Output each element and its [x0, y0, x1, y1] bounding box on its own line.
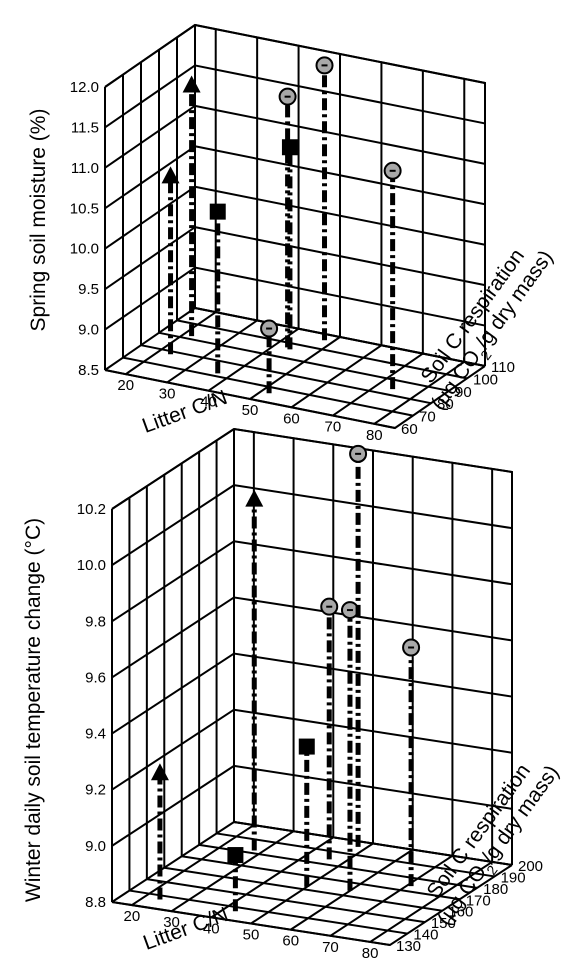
left-wall-grid-line	[104, 226, 196, 290]
floor-grid-line	[332, 352, 424, 417]
x-tick-label: 40	[200, 394, 217, 411]
left-wall-grid-line	[104, 185, 196, 250]
triangle-marker	[150, 763, 169, 781]
left-wall-grid-line	[104, 145, 196, 210]
x-axis-label: Litter C/N	[139, 386, 230, 438]
left-wall-grid-line	[111, 596, 235, 679]
floor-grid-line	[146, 878, 426, 924]
y-axis-label: Winter daily soil temperature change (°C…	[22, 518, 45, 902]
x-tick-label: 50	[243, 927, 260, 944]
z-tick-label: 90	[455, 384, 472, 401]
y-tick-label: 9.2	[85, 782, 106, 799]
floor-grid-line	[290, 344, 382, 409]
left-wall-grid-line	[104, 105, 196, 169]
left-wall-grid-line	[104, 64, 196, 129]
x-tick-label: 30	[159, 385, 176, 402]
floor-grid-line	[181, 855, 460, 901]
left-wall-grid-line	[111, 765, 235, 847]
y-tick-label: 11.0	[71, 160, 99, 177]
z-tick-label: 190	[501, 869, 526, 886]
left-wall-grid-line	[111, 821, 235, 903]
floor-grid-line	[164, 866, 443, 912]
triangle-marker	[182, 75, 201, 93]
z-tick-label: 130	[396, 938, 421, 955]
square-marker	[227, 847, 244, 864]
x-tick-label: 30	[163, 914, 180, 931]
floor-grid-line	[176, 319, 468, 380]
z-tick-label: 180	[483, 881, 508, 898]
y-tick-label: 10.0	[70, 241, 99, 258]
left-wall-grid-line	[111, 484, 235, 566]
floor-grid-line	[140, 344, 432, 405]
square-marker	[209, 203, 226, 220]
floor-grid-line	[129, 889, 408, 935]
y-tick-label: 11.5	[71, 119, 99, 136]
z-tick-label: 80	[437, 396, 454, 413]
y-tick-label: 10.2	[77, 501, 106, 518]
y-tick-label: 9.0	[78, 322, 99, 339]
left-wall-grid-line	[111, 708, 235, 791]
floor-grid-line	[166, 319, 258, 384]
floor-grid-line	[210, 836, 334, 919]
z-tick-label: 200	[518, 858, 543, 875]
z-tick-label: 170	[466, 892, 491, 909]
floor-grid-line	[104, 369, 396, 429]
y-tick-label: 10.5	[70, 200, 99, 217]
y-tick-label: 8.5	[78, 362, 99, 379]
floor-grid-line	[111, 901, 391, 946]
z-axis-label: Soil C respiration(µg CO2/g dry mass)	[413, 747, 568, 933]
chart-panel-temperature: 20 30 40 50 60 70 80 8.8 9.0 9.2 9.4 9.6 9.8 10.0 10.2…	[22, 427, 568, 962]
left-wall-grid-line	[111, 540, 235, 623]
y-tick-label: 8.8	[85, 894, 106, 911]
z-tick-label: 70	[419, 409, 436, 426]
x-tick-label: 70	[322, 939, 339, 956]
floor-grid-line	[250, 842, 374, 925]
x-tick-label: 80	[366, 427, 383, 444]
floor-grid-line	[373, 361, 465, 425]
z-tick-label: 100	[473, 371, 498, 388]
left-wall-grid-line	[104, 266, 196, 331]
z-tick-label: 150	[431, 915, 456, 932]
y-tick-label: 10.0	[77, 557, 106, 574]
x-tick-label: 40	[203, 920, 220, 937]
x-tick-label: 70	[325, 419, 342, 436]
floor-grid-line	[249, 336, 341, 400]
left-wall-grid-line	[111, 652, 235, 735]
floor-grid-line	[131, 824, 255, 906]
x-axis-label: Litter C/N	[140, 903, 231, 955]
floor-grid-line	[171, 830, 295, 913]
y-tick-label: 9.5	[78, 281, 99, 298]
y-tick-label: 9.0	[85, 838, 106, 855]
triangle-marker	[161, 166, 180, 184]
y-tick-label: 12.0	[70, 79, 99, 96]
z-tick-label: 160	[448, 904, 473, 921]
y-axis-label: Spring soil moisture (%)	[27, 109, 50, 332]
y-tick-label: 9.8	[85, 613, 106, 630]
y-tick-label: 9.6	[85, 669, 106, 686]
x-tick-label: 60	[282, 933, 299, 950]
triangle-marker	[245, 489, 264, 507]
z-tick-label: 140	[413, 927, 438, 944]
square-marker	[298, 738, 315, 755]
z-tick-label: 60	[401, 421, 418, 438]
z-tick-label: 110	[491, 359, 515, 376]
x-tick-label: 60	[283, 410, 300, 427]
left-wall-grid-line	[111, 428, 235, 510]
y-tick-label: 9.4	[85, 726, 106, 743]
x-tick-label: 20	[124, 908, 141, 925]
x-tick-label: 20	[117, 377, 134, 394]
floor-grid-line	[198, 843, 478, 889]
chart-panel-moisture: 20 30 40 50 60 70 808.59.09.510.010.511.011.51…	[27, 23, 558, 444]
x-tick-label: 50	[242, 402, 259, 419]
floor-grid-line	[158, 331, 450, 392]
left-wall-grid-line	[104, 307, 196, 371]
floor-grid-line	[329, 854, 453, 937]
x-tick-label: 80	[362, 945, 379, 962]
floor-grid-line	[369, 861, 493, 943]
left-wall-grid-line	[104, 24, 196, 88]
floor-grid-line	[216, 832, 495, 878]
floor-grid-line	[208, 327, 300, 392]
